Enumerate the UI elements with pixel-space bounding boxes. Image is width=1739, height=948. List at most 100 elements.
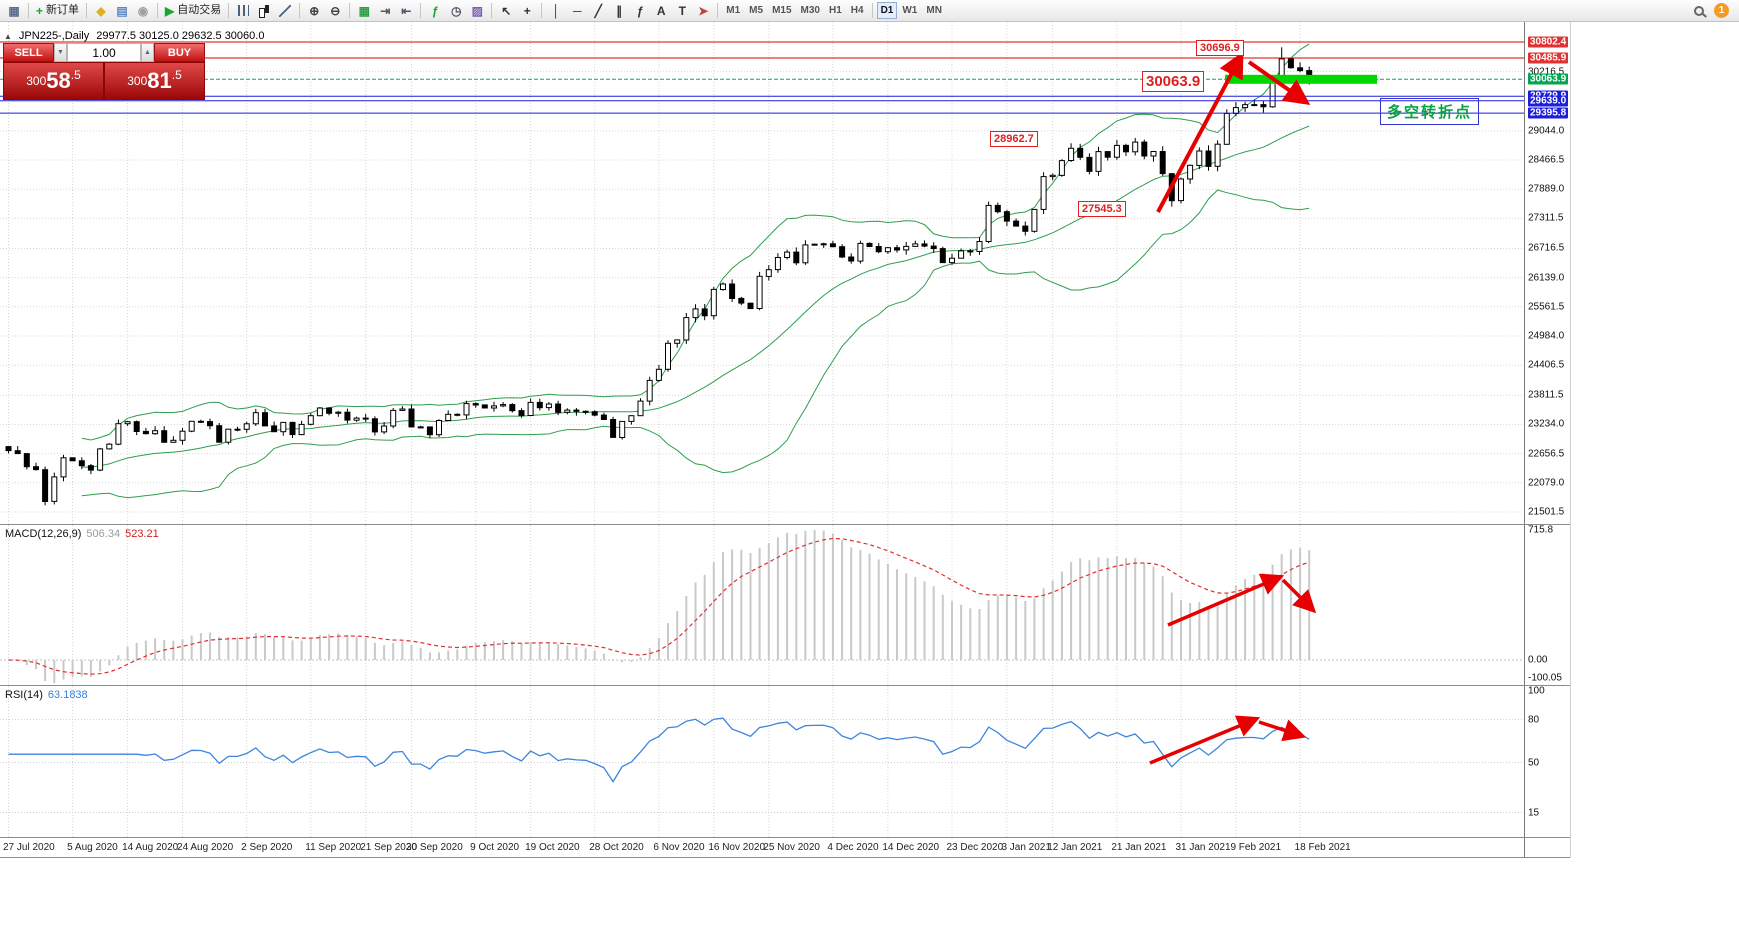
timeframe-M1-button[interactable]: M1 <box>722 2 744 19</box>
price-axis-label: 25561.5 <box>1528 301 1565 313</box>
timeframe-D1-button[interactable]: D1 <box>876 2 898 19</box>
time-axis-label: 18 Feb 2021 <box>1294 842 1351 853</box>
toolbar-separator <box>871 3 873 18</box>
time-axis-label: 24 Aug 2020 <box>177 842 234 853</box>
time-axis-label: 9 Oct 2020 <box>470 842 520 853</box>
toolbar-new-order-button[interactable]: + 新订单 <box>33 2 82 20</box>
toolbar-chart-bars-button[interactable] <box>233 2 253 20</box>
timeframe-H1-button[interactable]: H1 <box>825 2 846 19</box>
indicators-icon: ƒ <box>431 3 439 18</box>
toolbar-separator <box>541 3 543 18</box>
sell-price-display[interactable]: 300 58.5 <box>3 62 104 100</box>
panel-splitter[interactable] <box>0 524 1570 525</box>
rsi-chart[interactable] <box>0 686 1524 837</box>
toolbar-channel-button[interactable]: ∥ <box>609 2 629 20</box>
buy-button[interactable]: BUY <box>154 43 205 62</box>
periods-icon: ◷ <box>451 3 462 18</box>
trade-panel-prices: 300 58.5 300 81.5 <box>3 62 205 100</box>
panel-splitter <box>0 837 1570 838</box>
zoom-out-icon: ⊖ <box>330 3 341 18</box>
time-axis-label: 27 Jul 2020 <box>3 842 55 853</box>
horizontal-line-icon: ─ <box>572 3 582 18</box>
timeframe-W1-button[interactable]: W1 <box>898 2 921 19</box>
notification-badge[interactable]: 1 <box>1714 3 1729 18</box>
toolbar-text-label-button[interactable]: T <box>672 2 692 20</box>
search-icon[interactable] <box>1694 5 1704 16</box>
rsi-panel[interactable]: RSI(14) 63.1838 <box>0 686 1524 837</box>
price-axis[interactable]: 30802.430485.930216.530063.929729.929639… <box>1524 22 1570 858</box>
toolbar-zoom-in-button[interactable]: ⊕ <box>304 2 324 20</box>
turning-point-note: 多空转折点 <box>1380 98 1480 125</box>
text-label-icon: T <box>678 3 686 18</box>
toolbar-arrows-tool-button[interactable]: ➤ <box>693 2 713 20</box>
macd-panel[interactable]: MACD(12,26,9) 506.34 523.21 <box>0 525 1524 685</box>
timeframe-H4-button[interactable]: H4 <box>847 2 868 19</box>
time-axis-label: 14 Dec 2020 <box>882 842 940 853</box>
volume-increase-button[interactable]: ▲ <box>141 43 154 62</box>
timeframe-M30-button[interactable]: M30 <box>797 2 824 19</box>
trade-panel-controls: SELL ▼ 1.00 ▲ BUY <box>3 43 205 62</box>
volume-decrease-button[interactable]: ▼ <box>54 43 67 62</box>
toolbar-auto-scroll-button[interactable]: ⇥ <box>375 2 395 20</box>
cursor-icon: ↖ <box>501 3 512 18</box>
panel-splitter[interactable] <box>0 685 1570 686</box>
chart-ohlc-values: 29977.5 30125.0 29632.5 30060.0 <box>96 30 265 42</box>
toolbar-mql5-community-button[interactable]: ◉ <box>133 2 153 20</box>
auto-trading-label: 自动交易 <box>177 4 222 16</box>
timeframe-toolbar: M1 M5 M15 M30 H1 H4 D1 W1 MN <box>722 2 946 19</box>
window-bottom-edge <box>0 857 1570 858</box>
chart-shift-icon: ⇤ <box>401 3 412 18</box>
time-axis-label: 31 Jan 2021 <box>1175 842 1231 853</box>
timeframe-M15-button[interactable]: M15 <box>768 2 795 19</box>
macd-label: MACD(12,26,9) 506.34 523.21 <box>5 528 159 540</box>
arrows-tool-icon: ➤ <box>698 3 709 18</box>
toolbar-metaeditor-button[interactable]: ◆ <box>91 2 111 20</box>
time-axis[interactable]: 27 Jul 2020 5 Aug 2020 14 Aug 2020 24 Aug 2… <box>0 838 1524 858</box>
text-icon: A <box>656 3 666 18</box>
price-axis-label: 715.8 <box>1528 524 1554 536</box>
price-callout-label: 30696.9 <box>1196 40 1244 56</box>
toolbar-zoom-out-button[interactable]: ⊖ <box>325 2 345 20</box>
toolbar-fibonacci-button[interactable]: ƒ <box>630 2 650 20</box>
toolbar-crosshair-button[interactable]: + <box>517 2 537 20</box>
zoom-in-icon: ⊕ <box>309 3 320 18</box>
toolbar-indicators-button[interactable]: ƒ <box>425 2 445 20</box>
toolbar-tile-windows-button[interactable]: ▦ <box>354 2 374 20</box>
toolbar-separator <box>349 3 351 18</box>
timeframe-MN-button[interactable]: MN <box>922 2 946 19</box>
toolbar-auto-trading-button[interactable]: ▶ 自动交易 <box>162 2 224 20</box>
price-axis-label: 29639.0 <box>1528 95 1569 107</box>
toolbar-cursor-button[interactable]: ↖ <box>496 2 516 20</box>
toolbar-chart-line-button[interactable] <box>275 2 295 20</box>
toolbar-market-watch-button[interactable]: ▤ <box>112 2 132 20</box>
vertical-line-icon: │ <box>552 3 561 18</box>
price-axis-label: 28466.5 <box>1528 154 1565 166</box>
collapse-panel-icon[interactable]: ▲ <box>4 31 12 41</box>
toolbar-new-chart-button[interactable]: ▦ <box>4 2 24 20</box>
volume-input[interactable]: 1.00 <box>67 43 141 62</box>
price-axis-label: 24406.5 <box>1528 359 1565 371</box>
toolbar-horizontal-line-button[interactable]: ─ <box>567 2 587 20</box>
chart-title: ▲ JPN225-,Daily 29977.5 30125.0 29632.5 … <box>4 30 264 42</box>
macd-chart[interactable] <box>0 525 1524 685</box>
toolbar-separator <box>86 3 88 18</box>
price-axis-label: 27311.5 <box>1528 212 1564 224</box>
timeframe-M5-button[interactable]: M5 <box>745 2 767 19</box>
toolbar-chart-shift-button[interactable]: ⇤ <box>396 2 416 20</box>
sell-button[interactable]: SELL <box>3 43 54 62</box>
toolbar-chart-candles-button[interactable] <box>254 2 274 20</box>
price-axis-label: -100.05 <box>1528 672 1562 684</box>
buy-price-display[interactable]: 300 81.5 <box>104 62 205 100</box>
macd-main-value: 506.34 <box>86 528 121 540</box>
toolbar-periods-button[interactable]: ◷ <box>446 2 466 20</box>
toolbar-trendline-button[interactable]: ╱ <box>588 2 608 20</box>
price-axis-label: 30216.5 <box>1528 66 1565 78</box>
toolbar-vertical-line-button[interactable]: │ <box>546 2 566 20</box>
price-axis-label: 29395.8 <box>1528 107 1569 119</box>
main-chart-panel[interactable]: ▲ JPN225-,Daily 29977.5 30125.0 29632.5 … <box>0 22 1524 524</box>
toolbar-text-button[interactable]: A <box>651 2 671 20</box>
candlestick-chart[interactable] <box>0 22 1524 524</box>
price-axis-label: 80 <box>1528 714 1540 726</box>
toolbar-separator <box>28 3 29 18</box>
toolbar-templates-button[interactable]: ▨ <box>467 2 487 20</box>
